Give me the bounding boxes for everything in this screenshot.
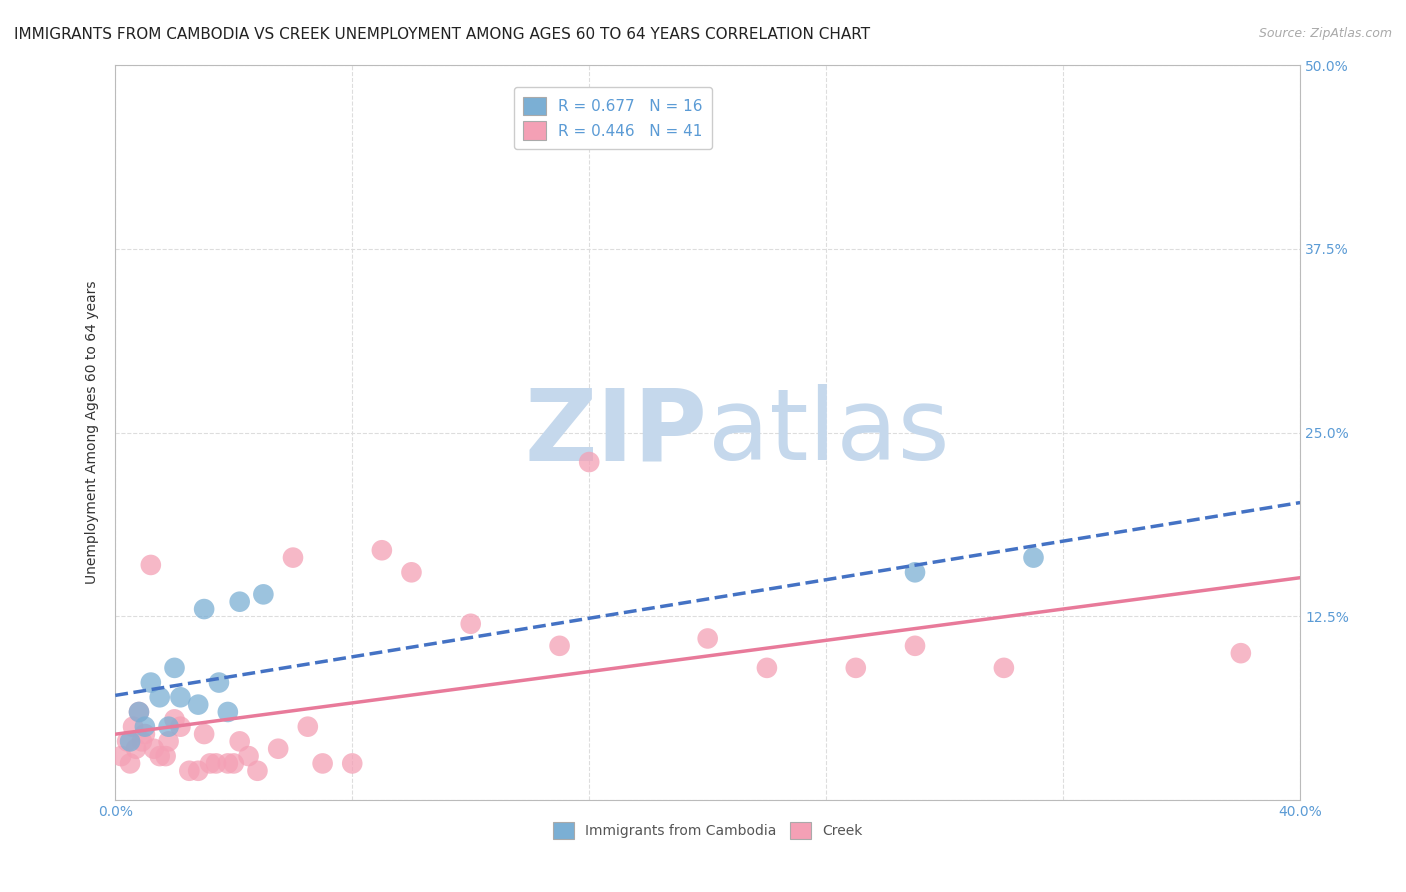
Point xyxy=(115,734,138,748)
Point xyxy=(131,734,153,748)
Point xyxy=(198,756,221,771)
Point xyxy=(134,720,156,734)
Point xyxy=(993,661,1015,675)
Point xyxy=(311,756,333,771)
Point xyxy=(342,756,364,771)
Point xyxy=(128,705,150,719)
Point xyxy=(193,727,215,741)
Point xyxy=(252,587,274,601)
Text: Source: ZipAtlas.com: Source: ZipAtlas.com xyxy=(1258,27,1392,40)
Point xyxy=(904,639,927,653)
Point xyxy=(187,698,209,712)
Point xyxy=(1230,646,1253,660)
Point xyxy=(297,720,319,734)
Point xyxy=(122,720,145,734)
Point xyxy=(845,661,868,675)
Point xyxy=(193,602,215,616)
Point xyxy=(246,764,269,778)
Legend: Immigrants from Cambodia, Creek: Immigrants from Cambodia, Creek xyxy=(547,817,868,845)
Point xyxy=(281,550,304,565)
Point xyxy=(139,675,162,690)
Point xyxy=(157,720,180,734)
Point xyxy=(120,756,142,771)
Point xyxy=(187,764,209,778)
Point xyxy=(163,661,186,675)
Point xyxy=(217,756,239,771)
Point xyxy=(228,595,250,609)
Point xyxy=(149,749,172,764)
Text: atlas: atlas xyxy=(707,384,949,481)
Point xyxy=(149,690,172,705)
Point xyxy=(134,727,156,741)
Point xyxy=(401,566,423,580)
Point xyxy=(120,734,142,748)
Text: IMMIGRANTS FROM CAMBODIA VS CREEK UNEMPLOYMENT AMONG AGES 60 TO 64 YEARS CORRELA: IMMIGRANTS FROM CAMBODIA VS CREEK UNEMPL… xyxy=(14,27,870,42)
Point xyxy=(157,734,180,748)
Point xyxy=(1022,550,1045,565)
Point xyxy=(267,741,290,756)
Point xyxy=(755,661,778,675)
Point xyxy=(578,455,600,469)
Point xyxy=(139,558,162,572)
Point xyxy=(125,741,148,756)
Point xyxy=(238,749,260,764)
Point xyxy=(110,749,132,764)
Point xyxy=(169,720,191,734)
Point xyxy=(696,632,718,646)
Point xyxy=(904,566,927,580)
Point xyxy=(222,756,245,771)
Point xyxy=(155,749,177,764)
Point xyxy=(205,756,228,771)
Point xyxy=(228,734,250,748)
Point xyxy=(128,705,150,719)
Point xyxy=(460,616,482,631)
Point xyxy=(163,712,186,726)
Point xyxy=(169,690,191,705)
Point xyxy=(179,764,201,778)
Y-axis label: Unemployment Among Ages 60 to 64 years: Unemployment Among Ages 60 to 64 years xyxy=(86,281,100,584)
Point xyxy=(548,639,571,653)
Point xyxy=(208,675,231,690)
Point xyxy=(142,741,165,756)
Point xyxy=(371,543,394,558)
Text: ZIP: ZIP xyxy=(524,384,707,481)
Point xyxy=(217,705,239,719)
